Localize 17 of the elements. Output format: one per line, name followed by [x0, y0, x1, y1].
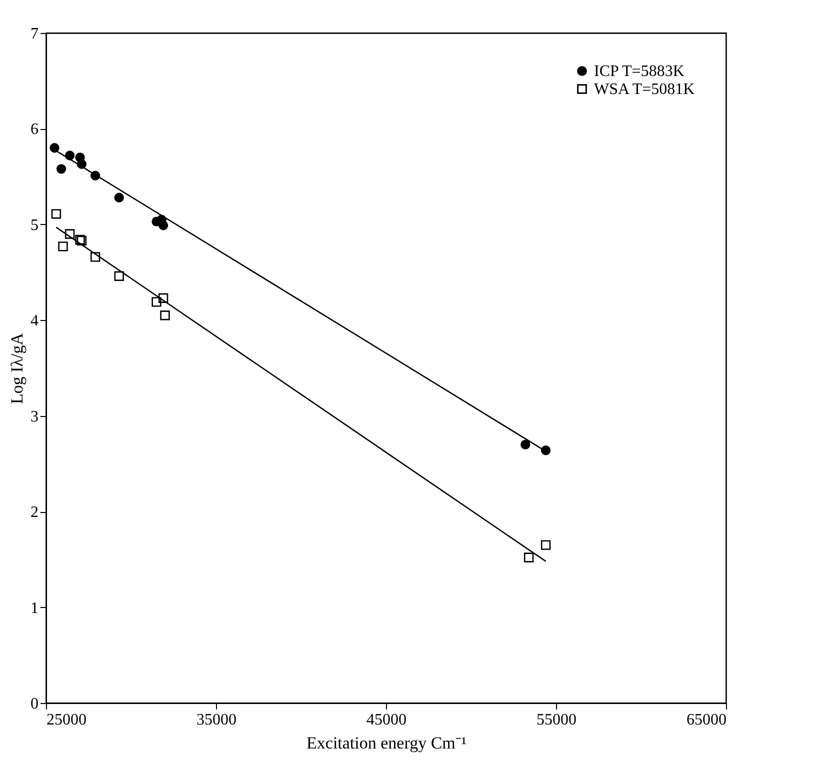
y-tick-label: 5 [30, 216, 38, 234]
y-tick-label: 3 [30, 408, 38, 426]
x-axis-title: Excitation energy Cm⁻¹ [306, 734, 466, 752]
x-tick-label: 35000 [196, 712, 236, 728]
x-tick-label: 25000 [46, 712, 86, 728]
y-tick-label: 7 [30, 26, 38, 42]
x-tick-label: 65000 [686, 712, 726, 728]
legend-label: ICP T=5883K [594, 63, 685, 80]
x-tick-label: 45000 [366, 712, 406, 728]
y-tick-label: 6 [30, 121, 38, 138]
y-tick-label: 2 [30, 504, 38, 522]
y-tick-label: 1 [30, 600, 38, 617]
y-tick-label: 0 [30, 696, 38, 712]
y-tick-label: 4 [30, 312, 38, 330]
y-axis-title: Log Iλ/gA [8, 332, 26, 404]
x-tick-label: 55000 [536, 712, 576, 728]
legend-label: WSA T=5081K [594, 81, 696, 98]
